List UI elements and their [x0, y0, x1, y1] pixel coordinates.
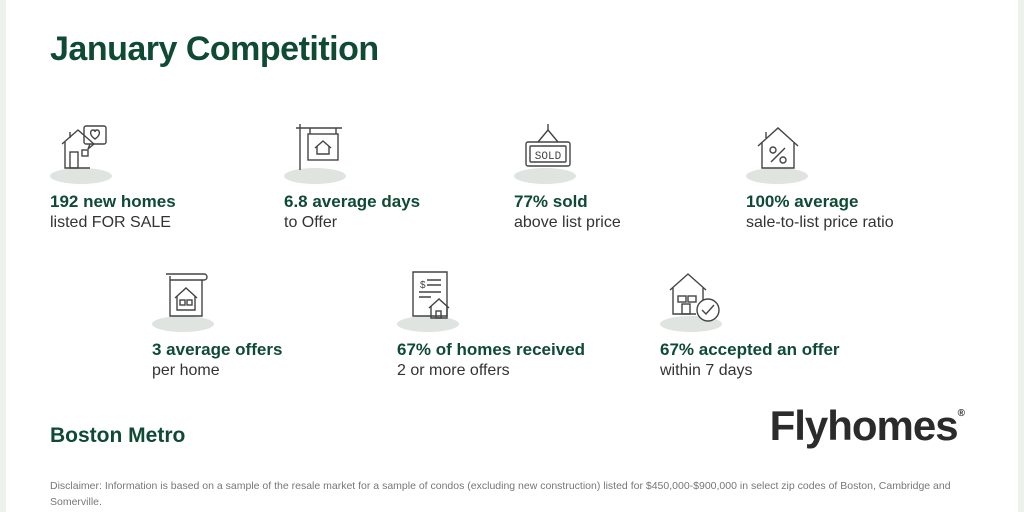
stat-value: 3 average offers: [152, 340, 283, 359]
stat-value: 67% of homes received: [397, 340, 586, 359]
house-heart-icon: [61, 125, 107, 169]
stat-multiple-offers: $ 67% of homes received 2 or more offers: [397, 270, 637, 380]
stat-caption: listed FOR SALE: [50, 214, 171, 231]
page-title: January Competition: [50, 30, 379, 68]
stat-caption: to Offer: [284, 214, 338, 231]
house-percent-icon: [757, 127, 799, 169]
sold-sign-icon: SOLD: [525, 124, 571, 167]
house-check-icon: [669, 273, 720, 322]
svg-text:$: $: [420, 280, 426, 291]
stat-days-to-offer: 6.8 average days to Offer: [284, 122, 524, 232]
stat-average-offers: 3 average offers per home: [152, 270, 392, 380]
stat-caption: 2 or more offers: [397, 362, 510, 379]
region-label: Boston Metro: [50, 424, 186, 447]
right-border: [1018, 0, 1024, 512]
stat-sold-above-list: SOLD 77% sold above list price: [514, 122, 754, 232]
stat-value: 192 new homes: [50, 192, 176, 211]
disclaimer-text: Disclaimer: Information is based on a sa…: [50, 480, 951, 508]
stat-new-homes: 192 new homes listed FOR SALE: [50, 122, 290, 232]
stat-caption: above list price: [514, 214, 621, 231]
stat-accepted-offer: 67% accepted an offer within 7 days: [660, 270, 900, 380]
offer-receipt-icon: $: [412, 271, 450, 319]
left-border: [0, 0, 6, 512]
brand-logo: Flyhomes®: [769, 402, 966, 449]
stat-value: 6.8 average days: [284, 192, 421, 211]
stat-value: 67% accepted an offer: [660, 340, 840, 359]
stat-caption: sale-to-list price ratio: [746, 214, 894, 231]
svg-text:SOLD: SOLD: [535, 151, 562, 163]
stat-caption: per home: [152, 362, 220, 379]
stat-caption: within 7 days: [660, 362, 753, 379]
stat-value: 77% sold: [514, 192, 588, 211]
house-document-icon: [166, 273, 208, 317]
stat-sale-to-list: 100% average sale-to-list price ratio: [746, 122, 986, 232]
house-sign-icon: [296, 124, 342, 170]
stat-value: 100% average: [746, 192, 859, 211]
